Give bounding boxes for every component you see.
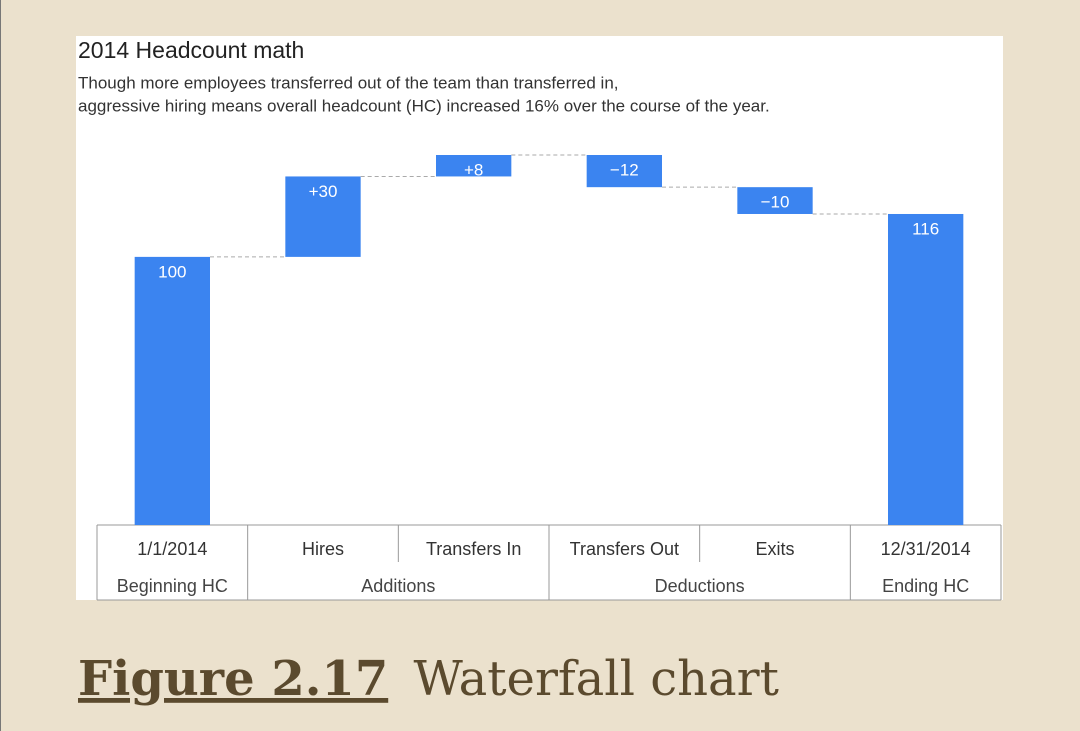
bar: [586, 155, 662, 188]
figure-label: Figure 2.17: [78, 651, 388, 707]
group-label: Beginning HC: [117, 576, 228, 596]
bar: [888, 213, 964, 525]
x-tick-label: Transfers Out: [570, 539, 679, 559]
value-label: +30: [309, 182, 338, 201]
figure-caption: Figure 2.17 Waterfall chart: [78, 651, 779, 707]
value-label: 100: [158, 262, 186, 281]
chart-panel: [76, 36, 1003, 600]
chart-subtitle: aggressive hiring means overall headcoun…: [78, 96, 770, 115]
x-tick-label: Hires: [302, 539, 344, 559]
value-label: −10: [761, 193, 790, 212]
value-label: −12: [610, 160, 639, 179]
value-label: +8: [464, 160, 483, 179]
x-tick-label: 1/1/2014: [137, 539, 207, 559]
bar: [134, 256, 210, 525]
chart-title: 2014 Headcount math: [78, 37, 304, 63]
group-label: Additions: [361, 576, 435, 596]
bar: [436, 155, 512, 177]
plot: Beginning HC Additions Deductions Ending HC…: [96, 154, 1002, 601]
group-label: Deductions: [655, 576, 745, 596]
value-label: 116: [912, 219, 939, 238]
figure-text: Waterfall chart: [413, 651, 778, 707]
chart-subtitle: Though more employees transferred out of…: [78, 73, 619, 92]
bar: [285, 176, 361, 257]
x-tick-label: 12/31/2014: [881, 539, 971, 559]
group-label: Ending HC: [882, 576, 969, 596]
bar: [737, 187, 813, 214]
x-tick-label: Transfers In: [426, 539, 521, 559]
x-tick-label: Exits: [755, 539, 794, 559]
